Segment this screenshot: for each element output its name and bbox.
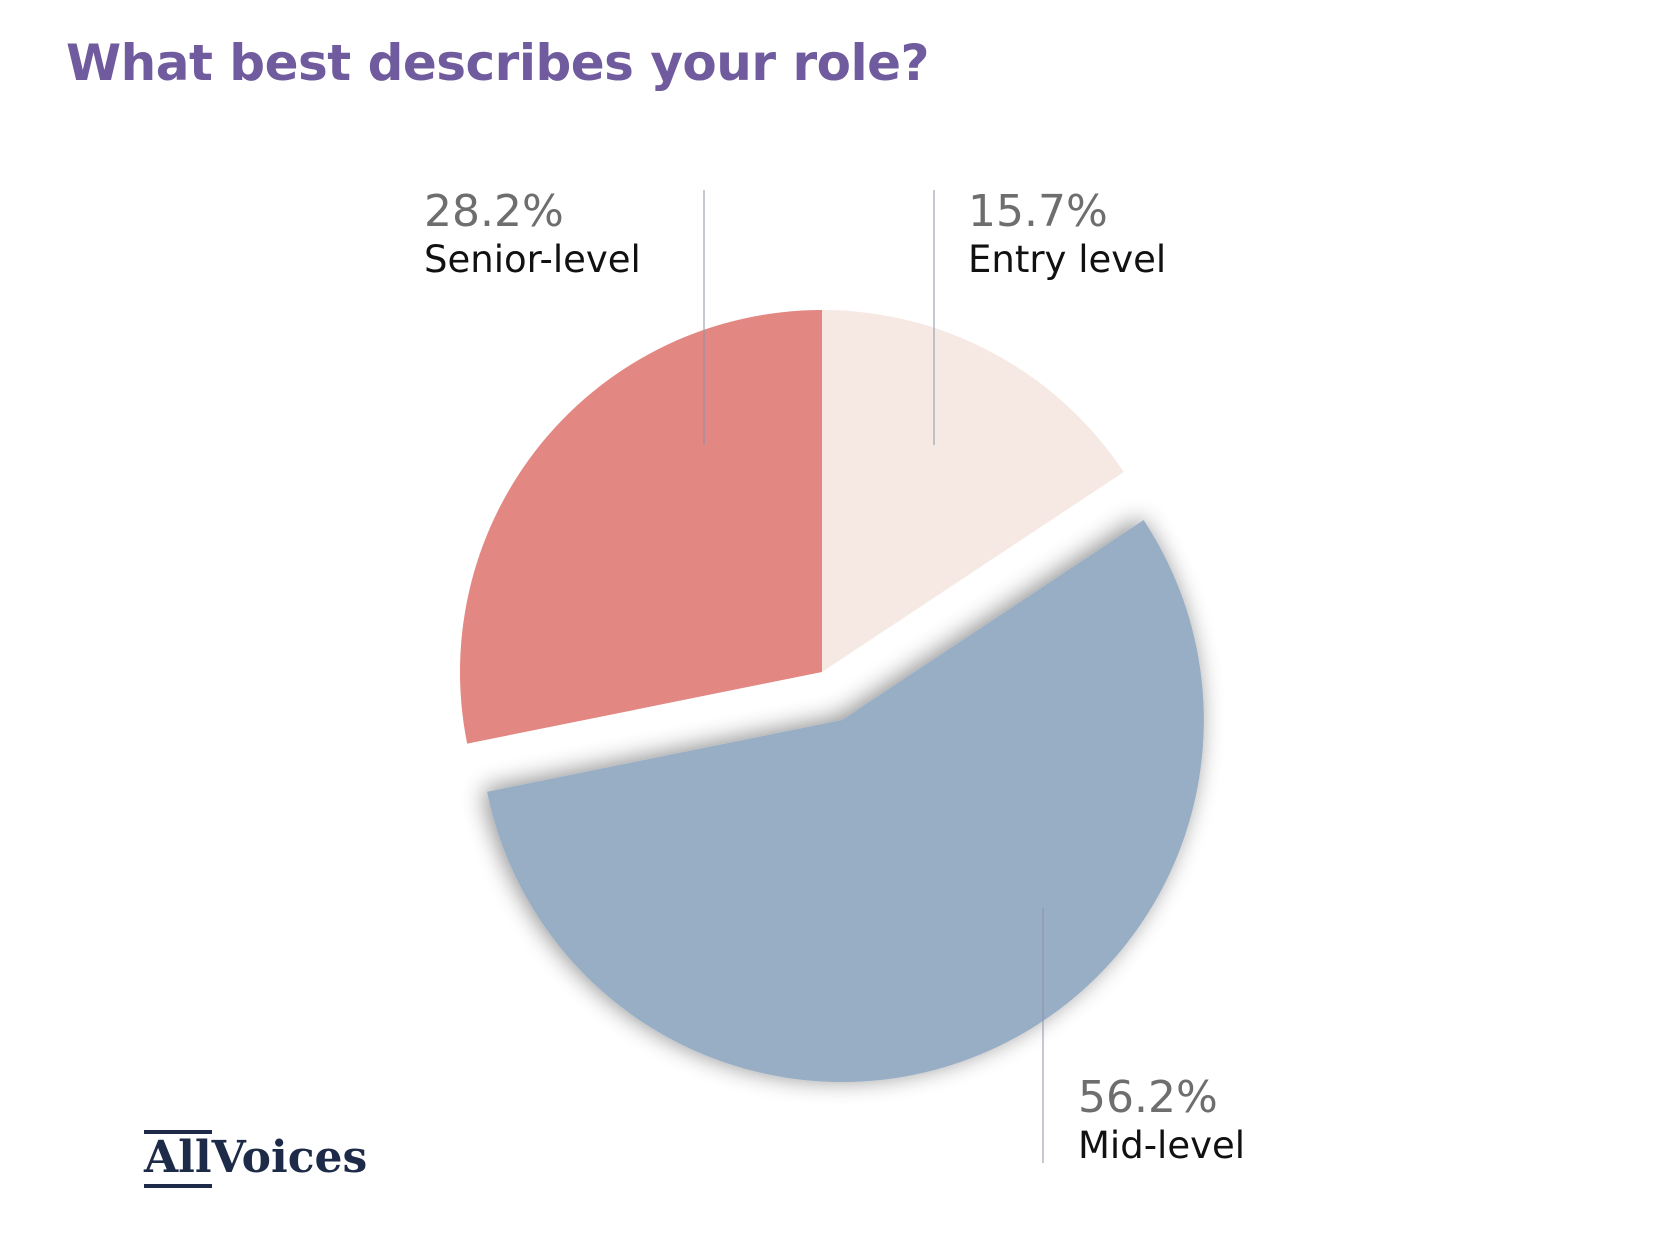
category-label-entry-level: Entry level <box>968 238 1166 281</box>
pie-slice-senior-level <box>460 310 822 744</box>
category-label-senior-level: Senior-level <box>424 238 641 281</box>
allvoices-logo: AllVoices <box>144 1130 367 1188</box>
logo-part-all: All <box>144 1130 212 1188</box>
value-label-entry-level: 15.7% <box>968 186 1108 237</box>
logo-part-voices: Voices <box>211 1132 368 1183</box>
pie-slice-mid-level <box>487 520 1204 1083</box>
chart-title: What best describes your role? <box>66 34 930 92</box>
pie-slice-entry-level <box>822 310 1124 672</box>
value-label-senior-level: 28.2% <box>424 186 564 237</box>
slices-layer <box>460 310 1204 1083</box>
category-label-mid-level: Mid-level <box>1078 1124 1245 1167</box>
value-label-mid-level: 56.2% <box>1078 1072 1218 1123</box>
labels-layer: 15.7%Entry level 56.2%Mid-level 28.2%Senio… <box>424 186 1245 1167</box>
